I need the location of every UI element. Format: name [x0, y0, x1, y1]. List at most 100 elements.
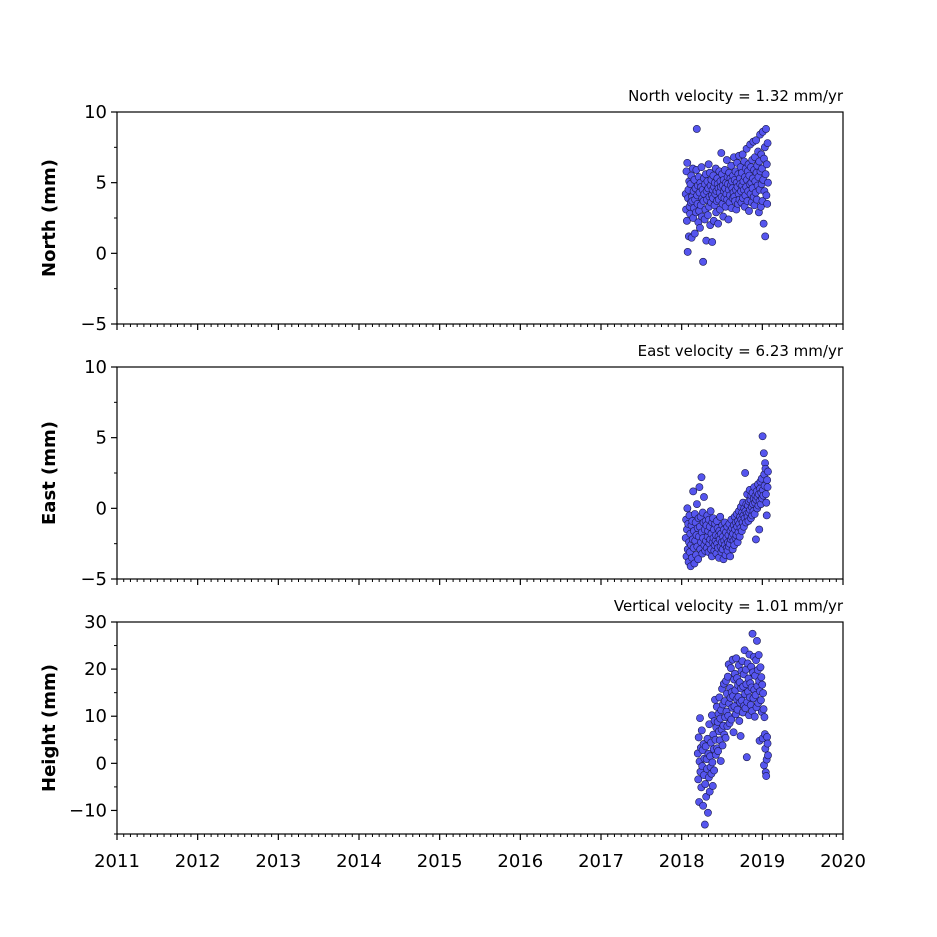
data-point [695, 483, 704, 492]
data-point [763, 199, 772, 208]
data-point [762, 490, 770, 499]
x-tick-label: 2015 [417, 851, 463, 872]
y-tick-label: 5 [96, 428, 107, 449]
data-point [699, 801, 707, 810]
data-point [714, 747, 723, 755]
data-point [697, 726, 706, 735]
data-point [699, 257, 708, 266]
data-point [755, 525, 764, 534]
y-axis-label: Height (mm) [39, 664, 60, 792]
data-point [697, 473, 706, 482]
y-tick-label: −5 [80, 569, 107, 590]
x-tick-label: 2011 [94, 851, 140, 872]
x-tick-label: 2018 [659, 851, 705, 872]
y-tick-label: 5 [96, 173, 107, 194]
data-point [717, 149, 726, 157]
data-point [690, 229, 699, 238]
data-point [762, 125, 770, 133]
data-point [752, 535, 760, 544]
data-point [761, 232, 770, 241]
data-point [683, 248, 692, 256]
x-tick-label: 2017 [578, 851, 624, 872]
data-point [727, 715, 736, 724]
data-point [718, 741, 727, 750]
data-point [724, 215, 733, 224]
plot-frame [116, 111, 844, 325]
data-point [740, 646, 749, 655]
x-tick-label: 2016 [497, 851, 543, 872]
data-point [727, 664, 735, 673]
x-tick-label: 2012 [175, 851, 221, 872]
data-point [742, 753, 751, 762]
data-point [703, 211, 712, 220]
data-point [763, 483, 772, 492]
plot-frame [116, 366, 844, 580]
data-point [758, 432, 767, 441]
y-tick-label: 20 [84, 659, 107, 680]
data-point [762, 191, 771, 200]
data-point [694, 733, 703, 742]
panel-2: East velocity = 6.23 mm/yr East (mm) −5 0 5 1… [39, 342, 844, 590]
data-point [716, 757, 725, 765]
panel-1: North velocity = 1.32 mm/yr North (mm) −5 0… [39, 87, 844, 335]
y-tick-label: 0 [96, 498, 107, 519]
data-point [759, 689, 768, 698]
data-point [682, 216, 691, 225]
data-point [714, 219, 723, 228]
data-point [708, 782, 717, 790]
data-point [754, 651, 763, 659]
data-point [736, 732, 745, 740]
panel-title: Vertical velocity = 1.01 mm/yr [614, 597, 844, 615]
y-axis-label: North (mm) [39, 159, 60, 277]
data-point [683, 158, 692, 167]
y-axis-label: East (mm) [39, 421, 60, 525]
data-point [762, 511, 771, 520]
data-point [759, 705, 768, 714]
y-tick-label: 10 [84, 357, 107, 378]
data-point [700, 493, 708, 501]
data-point [757, 673, 766, 682]
data-point [760, 713, 769, 722]
data-point [762, 498, 771, 507]
data-point [694, 775, 703, 784]
panel-title: North velocity = 1.32 mm/yr [628, 87, 844, 105]
data-point [722, 156, 731, 164]
data-point [763, 139, 772, 147]
y-tick-label: −5 [80, 314, 107, 335]
data-point [696, 714, 704, 723]
data-point [756, 663, 765, 672]
data-point [759, 449, 768, 458]
data-point [708, 758, 717, 767]
data-point [708, 238, 717, 246]
data-point [758, 680, 767, 689]
data-point [701, 742, 710, 751]
data-point [700, 820, 709, 829]
data-point [706, 507, 715, 516]
x-tick-label: 2020 [820, 851, 866, 872]
data-point [763, 739, 772, 748]
data-point [762, 160, 771, 169]
data-point [764, 751, 772, 760]
data-point [683, 504, 692, 513]
data-point [721, 733, 730, 742]
data-point [689, 487, 698, 496]
panel-title: East velocity = 6.23 mm/yr [638, 342, 844, 360]
data-point [763, 733, 771, 741]
series-points [681, 432, 772, 571]
data-point [692, 125, 701, 133]
data-point [696, 223, 704, 232]
x-tick-label: 2014 [336, 851, 382, 872]
y-tick-label: 0 [96, 753, 107, 774]
data-point [729, 728, 738, 737]
data-point [735, 717, 744, 725]
data-point [761, 170, 770, 179]
data-point [757, 696, 765, 705]
y-tick-label: −10 [69, 800, 107, 821]
y-tick-label: 10 [84, 706, 107, 727]
data-point [763, 476, 772, 484]
series-points [693, 629, 772, 829]
data-point [750, 712, 759, 721]
data-point [704, 808, 712, 817]
panel-3: Vertical velocity = 1.01 mm/yr Height (mm… [39, 597, 866, 872]
